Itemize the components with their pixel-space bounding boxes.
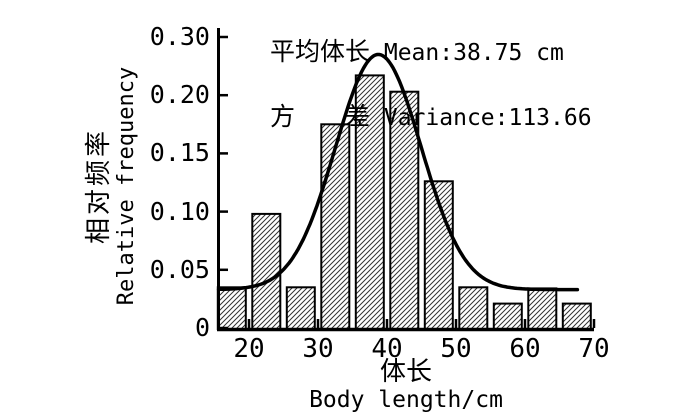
x-tick-label: 30 — [302, 334, 334, 364]
x-tick-label: 70 — [578, 334, 610, 364]
title-mean-value: Mean:38.75 cm — [370, 40, 564, 66]
title-line-mean: 平均体长 Mean:38.75 cm — [270, 37, 592, 66]
x-tick-label: 60 — [509, 334, 541, 364]
y-axis-title: 相对频率 Relative frequency — [84, 54, 140, 318]
y-tick-label: 0.20 — [149, 80, 210, 110]
title-mean-zh: 平均体长 — [270, 37, 371, 66]
y-axis-tick-labels: 0 0.05 0.10 0.15 0.20 0.30 — [134, 0, 210, 418]
x-axis-tick-labels: 20 30 40 50 60 70 — [0, 335, 700, 369]
normal-fit-curve — [216, 52, 580, 292]
y-axis-title-en: Relative frequency — [114, 66, 139, 306]
x-tick-label: 20 — [233, 334, 265, 364]
y-tick-label: 0.10 — [149, 196, 210, 226]
y-tick-label: 0.30 — [149, 22, 210, 51]
histogram-bar — [527, 287, 558, 330]
y-tick-label: 0.05 — [149, 254, 210, 284]
x-tick-label: 50 — [440, 334, 472, 364]
histogram-bar — [354, 74, 385, 331]
x-axis-title: 体长 Body length/cm — [218, 357, 594, 413]
title-line-variance: 方 差 Variance:113.66 — [270, 102, 592, 131]
x-axis-title-en: Body length/cm — [309, 387, 503, 413]
title-variance-zh: 方 差 — [270, 102, 371, 131]
y-axis-title-zh: 相对频率 — [84, 128, 114, 245]
x-tick-label: 40 — [371, 334, 403, 364]
y-tick-label: 0 — [194, 313, 210, 342]
histogram-bar — [458, 286, 489, 330]
histogram-bar — [285, 286, 316, 330]
x-axis-title-zh: 体长 — [379, 357, 432, 387]
y-tick-label: 0.15 — [149, 138, 210, 168]
title-variance-value: Variance:113.66 — [370, 105, 592, 131]
histogram-bar — [389, 90, 420, 330]
chart-title: 平均体长 Mean:38.75 cm 方 差 Variance:113.66 — [270, 0, 592, 168]
